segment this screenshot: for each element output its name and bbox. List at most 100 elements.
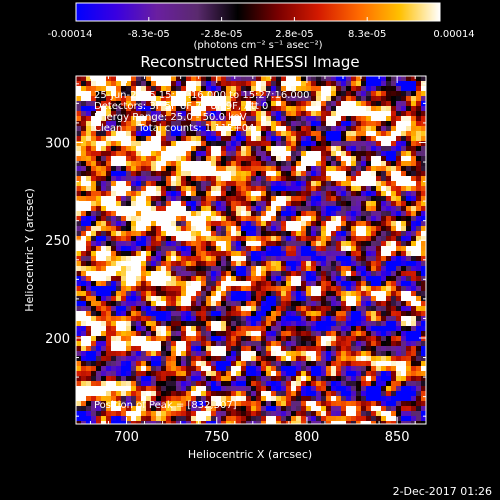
heatmap-cell [101,386,106,391]
heatmap-cell [261,311,266,316]
heatmap-cell [131,171,136,176]
heatmap-cell [236,271,241,276]
heatmap-cell [91,356,96,361]
heatmap-cell [131,181,136,186]
heatmap-cell [206,301,211,306]
heatmap-cell [126,326,131,331]
heatmap-cell [316,276,321,281]
heatmap-cell [381,231,386,236]
heatmap-cell [171,296,176,301]
heatmap-cell [351,386,356,391]
heatmap-cell [291,336,296,341]
heatmap-cell [191,266,196,271]
heatmap-cell [286,336,291,341]
heatmap-cell [336,106,341,111]
heatmap-cell [321,241,326,246]
heatmap-cell [266,186,271,191]
heatmap-cell [256,361,261,366]
heatmap-cell [246,271,251,276]
heatmap-cell [361,161,366,166]
heatmap-cell [86,356,91,361]
heatmap-cell [331,371,336,376]
heatmap-cell [141,281,146,286]
heatmap-cell [196,131,201,136]
heatmap-cell [376,171,381,176]
heatmap-cell [376,416,381,421]
heatmap-cell [116,266,121,271]
heatmap-cell [111,151,116,156]
heatmap-cell [186,416,191,421]
heatmap-cell [366,111,371,116]
heatmap-cell [356,276,361,281]
heatmap-cell [271,276,276,281]
heatmap-cell [111,276,116,281]
heatmap-cell [281,276,286,281]
heatmap-cell [341,306,346,311]
heatmap-cell [261,296,266,301]
heatmap-cell [176,206,181,211]
heatmap-cell [401,356,406,361]
heatmap-cell [391,161,396,166]
heatmap-cell [86,166,91,171]
heatmap-cell [111,191,116,196]
heatmap-cell [186,316,191,321]
heatmap-cell [386,321,391,326]
heatmap-cell [296,316,301,321]
heatmap-cell [286,366,291,371]
heatmap-cell [81,81,86,86]
heatmap-cell [226,111,231,116]
heatmap-cell [366,371,371,376]
heatmap-cell [111,266,116,271]
heatmap-cell [301,101,306,106]
heatmap-cell [226,121,231,126]
heatmap-cell [361,216,366,221]
heatmap-cell [131,381,136,386]
heatmap-cell [376,306,381,311]
heatmap-cell [406,371,411,376]
heatmap-cell [236,81,241,86]
heatmap-cell [381,356,386,361]
heatmap-cell [121,96,126,101]
heatmap-cell [76,291,81,296]
heatmap-cell [291,311,296,316]
heatmap-cell [196,331,201,336]
heatmap-cell [166,366,171,371]
heatmap-cell [381,251,386,256]
heatmap-cell [216,411,221,416]
heatmap-cell [356,231,361,236]
heatmap-cell [261,256,266,261]
heatmap-cell [336,406,341,411]
heatmap-cell [346,131,351,136]
heatmap-cell [96,341,101,346]
heatmap-cell [181,346,186,351]
heatmap-cell [206,346,211,351]
heatmap-cell [326,191,331,196]
heatmap-cell [331,146,336,151]
heatmap-cell [96,196,101,201]
heatmap-cell [281,101,286,106]
heatmap-cell [211,121,216,126]
heatmap-cell [236,381,241,386]
heatmap-cell [351,196,356,201]
heatmap-cell [276,286,281,291]
heatmap-cell [311,296,316,301]
heatmap-cell [101,171,106,176]
heatmap-cell [341,116,346,121]
heatmap-cell [256,161,261,166]
heatmap-cell [401,186,406,191]
heatmap-cell [356,126,361,131]
heatmap-cell [311,196,316,201]
heatmap-cell [331,306,336,311]
heatmap-cell [391,311,396,316]
heatmap-cell [326,91,331,96]
heatmap-cell [136,376,141,381]
heatmap-cell [326,196,331,201]
heatmap-cell [131,221,136,226]
heatmap-cell [186,161,191,166]
heatmap-cell [91,336,96,341]
heatmap-cell [131,286,136,291]
heatmap-cell [391,421,396,424]
heatmap-cell [311,116,316,121]
heatmap-cell [236,356,241,361]
heatmap-cell [231,241,236,246]
